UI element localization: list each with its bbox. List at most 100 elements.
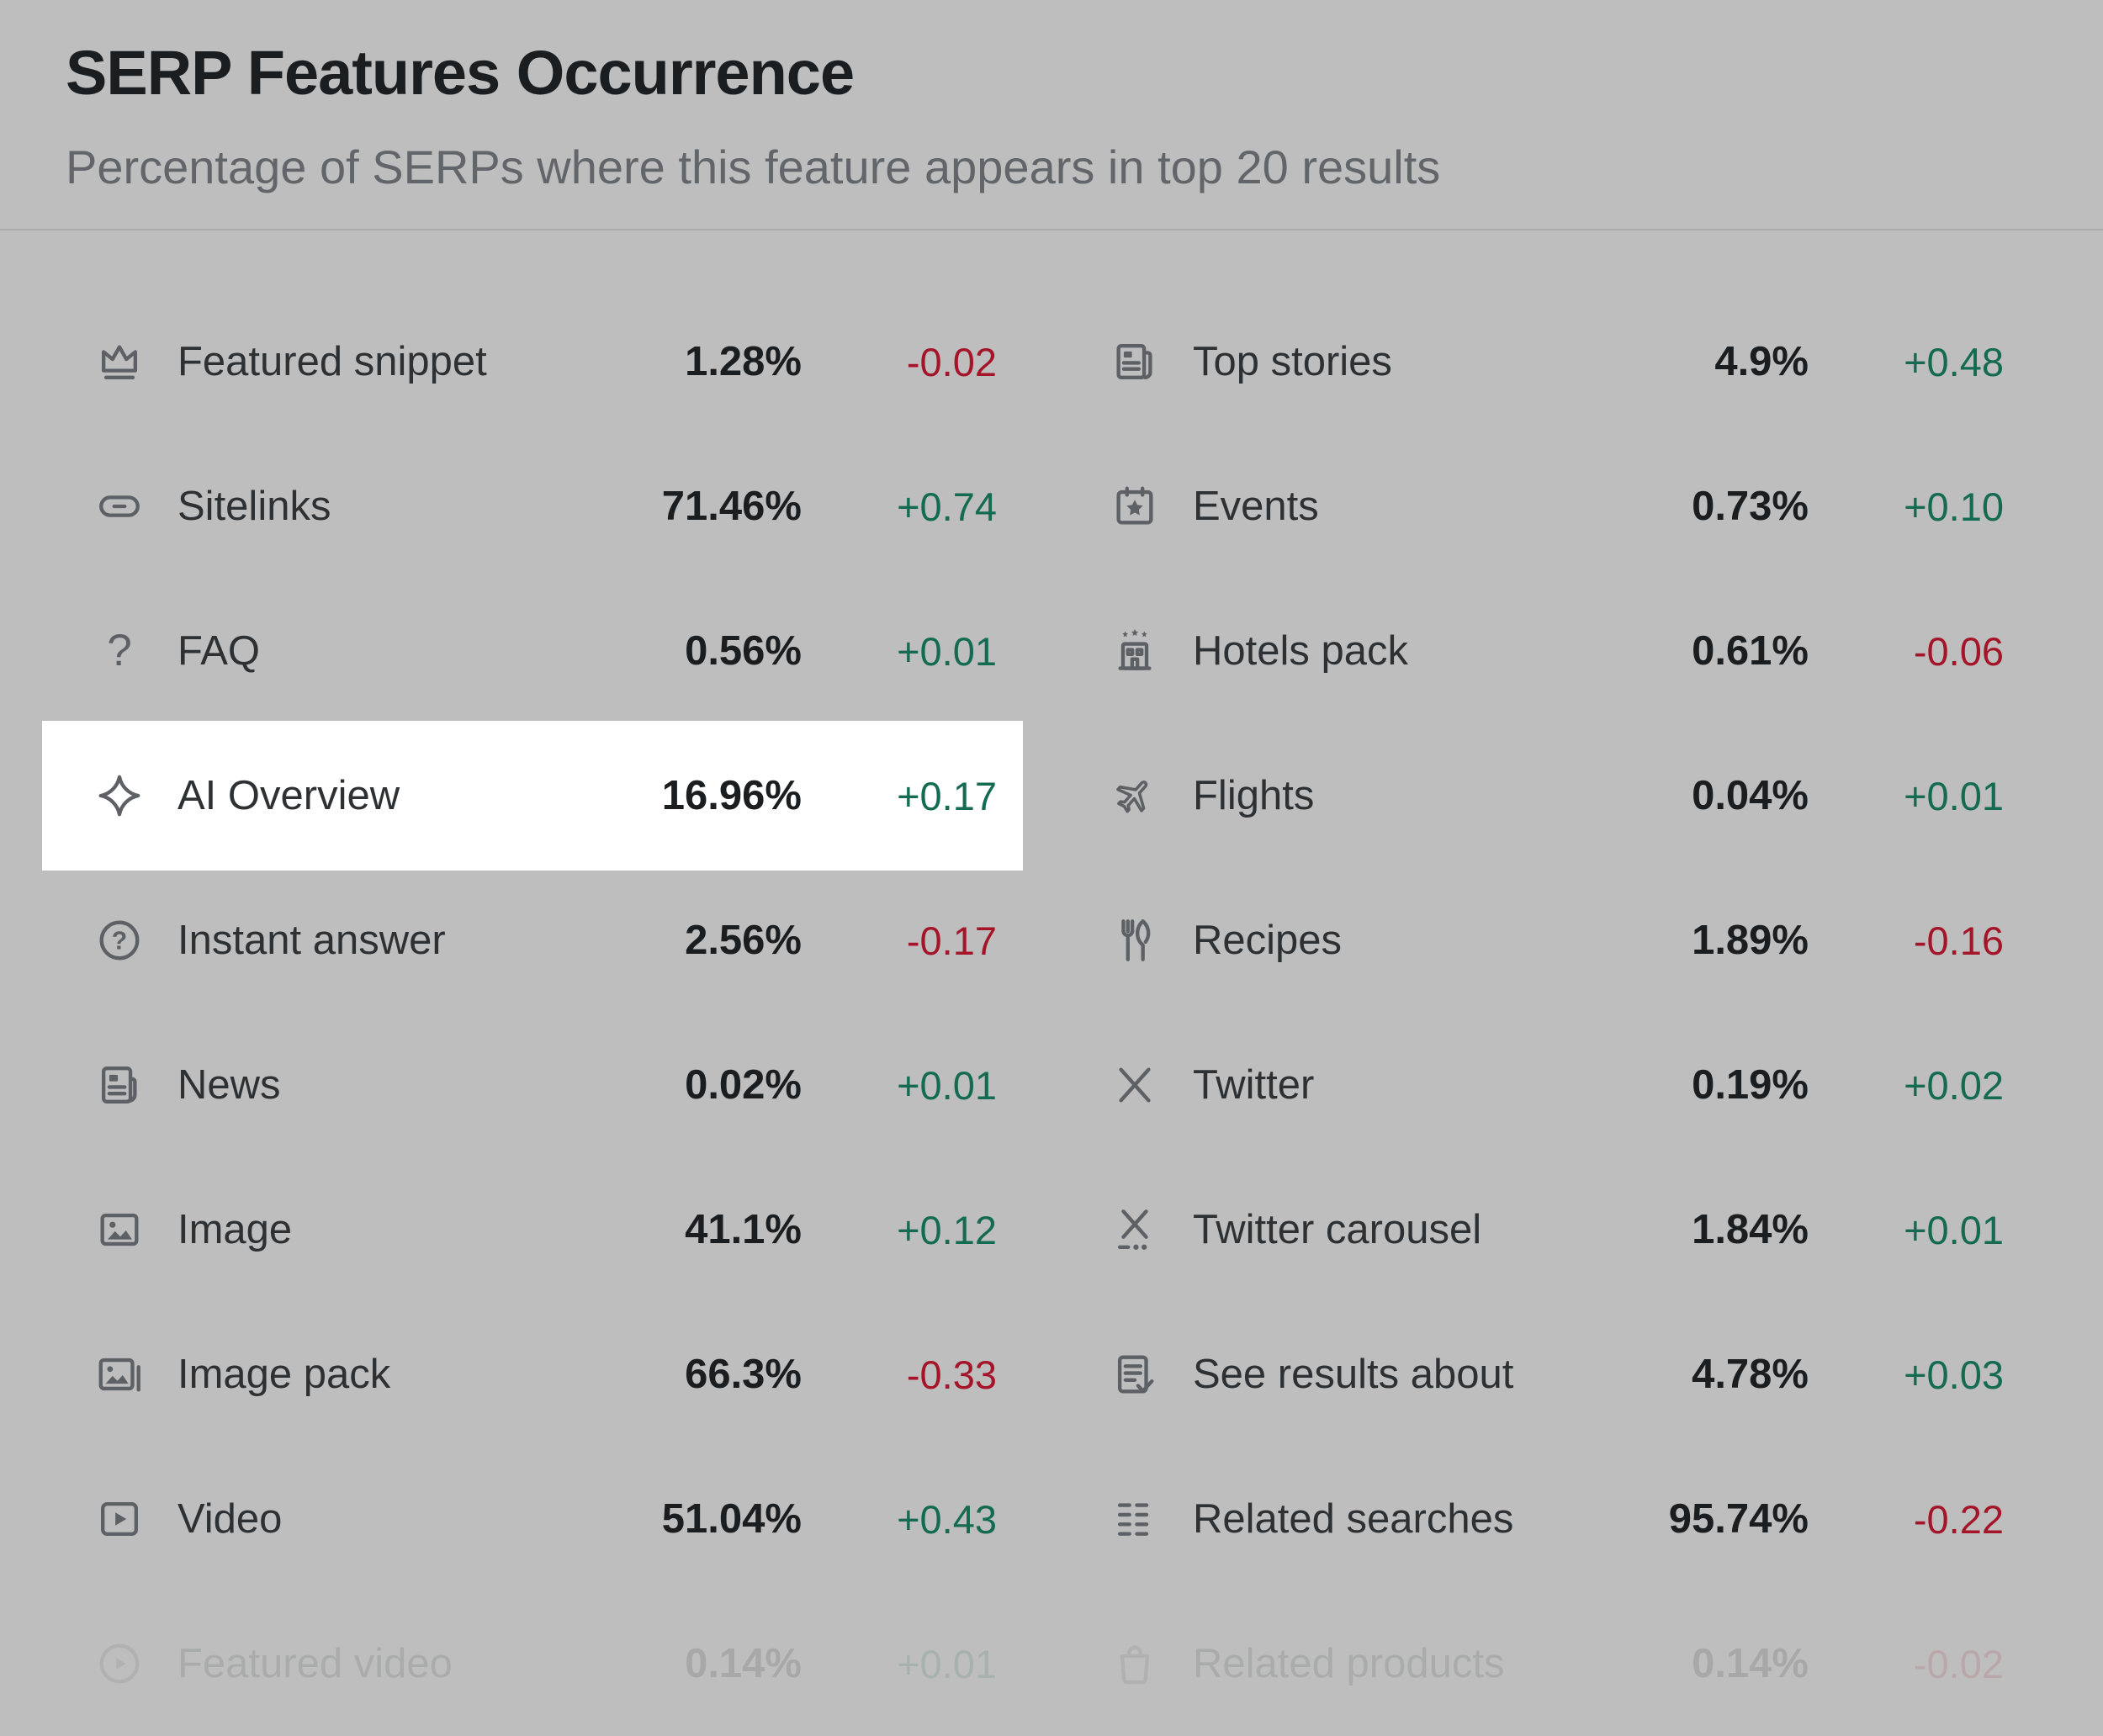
- top-stories-icon: [1110, 337, 1159, 386]
- change-value: +0.12: [897, 1207, 997, 1252]
- feature-row-featured-snippet[interactable]: Featured snippet 1.28% -0.02: [0, 289, 1052, 434]
- flights-icon: [1110, 771, 1159, 820]
- change-value: -0.02: [1913, 1641, 2004, 1686]
- feature-row-flights[interactable]: Flights 0.04% +0.01: [1052, 723, 2103, 868]
- feature-row-image-pack[interactable]: Image pack 66.3% -0.33: [0, 1302, 1052, 1447]
- highlight-box: [42, 721, 1023, 871]
- feature-label: Top stories: [1193, 339, 1392, 384]
- divider: [0, 229, 2103, 230]
- image-pack-icon: [95, 1350, 144, 1399]
- featured-video-icon: [95, 1639, 144, 1688]
- change-value: -0.06: [1913, 628, 2004, 674]
- occurrence-value: 0.04%: [1692, 773, 1809, 818]
- feature-row-twitter-carousel[interactable]: Twitter carousel 1.84% +0.01: [1052, 1157, 2103, 1302]
- change-value: +0.01: [897, 1641, 997, 1686]
- occurrence-value: 4.9%: [1714, 339, 1809, 384]
- feature-label: Image: [177, 1207, 293, 1252]
- change-value: -0.33: [906, 1352, 997, 1397]
- feature-row-related-products[interactable]: Related products 0.14% -0.02: [1052, 1591, 2103, 1736]
- feature-row-see-results-about[interactable]: See results about 4.78% +0.03: [1052, 1302, 2103, 1447]
- feature-label: Instant answer: [177, 918, 446, 963]
- twitter-carousel-icon: [1110, 1205, 1159, 1254]
- occurrence-value: 41.1%: [685, 1207, 802, 1252]
- feature-label: Image pack: [177, 1352, 391, 1397]
- feature-row-ai-overview[interactable]: AI Overview 16.96% +0.17: [0, 721, 1052, 871]
- events-icon: [1110, 482, 1159, 531]
- recipes-icon: [1110, 916, 1159, 965]
- change-value: +0.10: [1904, 484, 2004, 529]
- news-icon: [95, 1061, 144, 1109]
- faq-icon: ?: [95, 626, 144, 675]
- feature-label: Sitelinks: [177, 484, 331, 529]
- change-value: +0.01: [897, 1062, 997, 1108]
- feature-row-twitter[interactable]: Twitter 0.19% +0.02: [1052, 1013, 2103, 1157]
- feature-label: Recipes: [1193, 918, 1343, 963]
- twitter-x-icon: [1110, 1061, 1159, 1109]
- hotels-pack-icon: [1110, 627, 1159, 675]
- feature-row-hotels-pack[interactable]: Hotels pack 0.61% -0.06: [1052, 579, 2103, 723]
- feature-label: News: [177, 1062, 281, 1108]
- change-value: +0.43: [897, 1496, 997, 1542]
- feature-row-events[interactable]: Events 0.73% +0.10: [1052, 434, 2103, 579]
- feature-label: Related products: [1193, 1641, 1505, 1686]
- feature-row-instant-answer[interactable]: ? Instant answer 2.56% -0.17: [0, 868, 1052, 1013]
- image-icon: [95, 1205, 144, 1254]
- page-subtitle: Percentage of SERPs where this feature a…: [66, 140, 1441, 193]
- occurrence-value: 1.28%: [685, 339, 802, 384]
- feature-row-image[interactable]: Image 41.1% +0.12: [0, 1157, 1052, 1302]
- feature-label: Featured snippet: [177, 339, 487, 384]
- feature-row-recipes[interactable]: Recipes 1.89% -0.16: [1052, 868, 2103, 1013]
- feature-row-top-stories[interactable]: Top stories 4.9% +0.48: [1052, 289, 2103, 434]
- feature-row-featured-video[interactable]: Featured video 0.14% +0.01: [0, 1591, 1052, 1736]
- svg-text:?: ?: [112, 928, 127, 955]
- occurrence-value: 1.84%: [1692, 1207, 1809, 1252]
- occurrence-value: 0.19%: [1692, 1062, 1809, 1108]
- occurrence-value: 4.78%: [1692, 1352, 1809, 1397]
- related-products-icon: [1110, 1639, 1159, 1688]
- change-value: +0.74: [897, 484, 997, 529]
- occurrence-value: 0.02%: [685, 1062, 802, 1108]
- occurrence-value: 95.74%: [1668, 1496, 1809, 1542]
- occurrence-value: 1.89%: [1692, 918, 1809, 963]
- change-value: -0.02: [906, 339, 997, 384]
- change-value: +0.01: [1904, 1207, 2004, 1252]
- feature-label: Events: [1193, 484, 1319, 529]
- video-icon: [95, 1495, 144, 1543]
- feature-label: See results about: [1193, 1352, 1514, 1397]
- related-searches-icon: [1110, 1495, 1159, 1543]
- change-value: +0.02: [1904, 1062, 2004, 1108]
- feature-row-sitelinks[interactable]: Sitelinks 71.46% +0.74: [0, 434, 1052, 579]
- serp-features-occurrence-widget: SERP Features Occurrence Percentage of S…: [0, 38, 2103, 1686]
- occurrence-value: 16.96%: [661, 773, 802, 818]
- feature-label: Featured video: [177, 1641, 453, 1686]
- page-title: SERP Features Occurrence: [66, 38, 855, 108]
- occurrence-value: 2.56%: [685, 918, 802, 963]
- featured-snippet-icon: [95, 337, 144, 386]
- occurrence-value: 0.14%: [1692, 1641, 1809, 1686]
- feature-row-news[interactable]: News 0.02% +0.01: [0, 1013, 1052, 1157]
- features-column-right: Top stories 4.9% +0.48 Events 0.73% +0.10 Hote…: [1052, 289, 2103, 1736]
- occurrence-value: 0.73%: [1692, 484, 1809, 529]
- change-value: +0.01: [1904, 773, 2004, 818]
- feature-label: Twitter: [1193, 1062, 1315, 1108]
- occurrence-value: 0.56%: [685, 628, 802, 674]
- occurrence-value: 0.14%: [685, 1641, 802, 1686]
- change-value: -0.17: [906, 918, 997, 963]
- feature-label: FAQ: [177, 628, 261, 674]
- svg-text:?: ?: [107, 626, 132, 675]
- instant-answer-icon: ?: [95, 916, 144, 965]
- feature-label: Flights: [1193, 773, 1315, 818]
- sitelinks-icon: [95, 482, 144, 531]
- feature-label: Hotels pack: [1193, 628, 1409, 674]
- change-value: +0.03: [1904, 1352, 2004, 1397]
- features-column-left: Featured snippet 1.28% -0.02 Sitelinks 71.46…: [0, 289, 1052, 1736]
- feature-label: Video: [177, 1496, 283, 1542]
- feature-label: Twitter carousel: [1193, 1207, 1482, 1252]
- change-value: -0.16: [1913, 918, 2004, 963]
- see-results-about-icon: [1110, 1350, 1159, 1399]
- feature-row-related-searches[interactable]: Related searches 95.74% -0.22: [1052, 1447, 2103, 1591]
- feature-row-faq[interactable]: ? FAQ 0.56% +0.01: [0, 579, 1052, 723]
- change-value: +0.17: [897, 773, 997, 818]
- change-value: +0.48: [1904, 339, 2004, 384]
- feature-row-video[interactable]: Video 51.04% +0.43: [0, 1447, 1052, 1591]
